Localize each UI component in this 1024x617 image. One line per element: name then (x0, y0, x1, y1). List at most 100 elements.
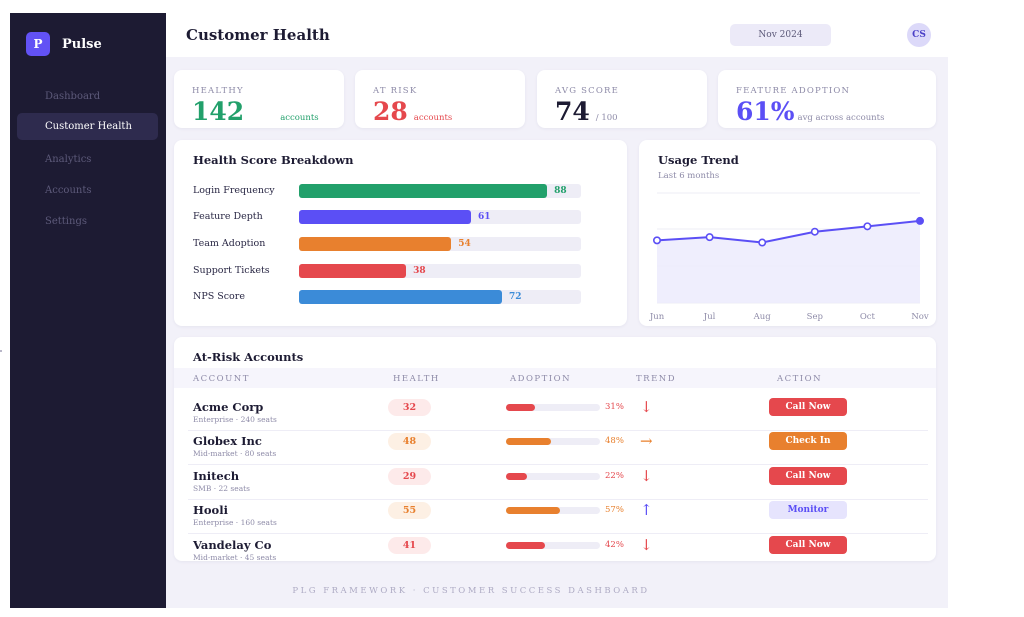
trend-down-icon: ↓ (640, 398, 653, 416)
kpi-sub: / 100 (595, 113, 618, 123)
health-score-badge: 32 (388, 399, 431, 416)
kpi-card-at-risk: AT RISK 28 accounts (355, 70, 525, 128)
breakdown-value: 61 (478, 212, 491, 222)
action-button[interactable]: Call Now (769, 398, 847, 416)
x-tick-label: Aug (753, 312, 772, 322)
action-button[interactable]: Monitor (769, 501, 847, 519)
kpi-sub: avg across accounts (797, 113, 885, 123)
breakdown-row: Support Tickets 38 (193, 264, 613, 278)
usage-point (810, 227, 819, 236)
health-score-badge: 55 (388, 502, 431, 519)
adoption-percent: 22% (605, 471, 624, 481)
sidebar-item-settings[interactable]: Settings (45, 216, 87, 227)
column-header-action: ACTION (777, 374, 823, 384)
trend-up-icon: ↑ (640, 501, 653, 519)
account-meta: Mid-market · 80 seats (193, 449, 277, 458)
breakdown-bar-track (299, 264, 581, 278)
column-header-trend: TREND (636, 374, 677, 384)
kpi-label: FEATURE ADOPTION (736, 86, 851, 96)
x-tick-label: Sep (807, 312, 824, 322)
breakdown-row: Feature Depth 61 (193, 210, 613, 224)
sidebar-item-dashboard[interactable]: Dashboard (45, 91, 101, 102)
usage-point (758, 238, 767, 247)
breakdown-bar-track (299, 290, 581, 304)
trend-down-icon: ↓ (640, 536, 653, 554)
adoption-bar (506, 404, 536, 411)
breakdown-bar (299, 237, 452, 251)
account-name: Initech (193, 469, 240, 483)
adoption-bar (506, 507, 560, 514)
row-divider (188, 533, 928, 534)
breakdown-bar (299, 184, 548, 198)
column-header-health: HEALTH (393, 374, 440, 384)
table-header (174, 368, 936, 388)
avatar[interactable]: CS (907, 23, 931, 47)
kpi-label: AT RISK (373, 86, 418, 96)
x-tick-label: Jul (703, 312, 716, 322)
breakdown-row: Login Frequency 88 (193, 184, 613, 198)
table-row[interactable]: Acme Corp Enterprise · 240 seats 32 31% ↓ Cal… (174, 397, 936, 431)
breakdown-label: Team Adoption (193, 238, 266, 249)
app-logo[interactable]: P Pulse (26, 32, 102, 56)
kpi-row: 61% avg across accounts (736, 98, 884, 126)
kpi-label: HEALTHY (192, 86, 244, 96)
kpi-row: 142 accounts (192, 98, 319, 126)
at-risk-accounts-card: At-Risk Accounts ACCOUNT HEALTH ADOPTION… (174, 337, 936, 562)
card-subtitle: Last 6 months (658, 171, 720, 181)
breakdown-label: Login Frequency (193, 185, 275, 196)
usage-trend-card: Usage Trend Last 6 months Jun Jul Aug Sep Oc… (639, 140, 936, 326)
table-row[interactable]: Initech SMB · 22 seats 29 22% ↓ Call Now (174, 466, 936, 500)
usage-point (705, 233, 714, 242)
action-button[interactable]: Check In (769, 432, 847, 450)
page-title: Customer Health (186, 26, 330, 44)
adoption-bar-track (506, 438, 600, 445)
breakdown-value: 72 (509, 292, 522, 302)
footer-caption: PLG FRAMEWORK · CUSTOMER SUCCESS DASHBOA… (292, 586, 650, 596)
health-score-badge: 41 (388, 537, 431, 554)
sidebar-item-analytics[interactable]: Analytics (45, 154, 92, 165)
table-row[interactable]: Globex Inc Mid-market · 80 seats 48 48% → Che… (174, 431, 936, 465)
usage-area (657, 220, 920, 303)
kpi-label: AVG SCORE (555, 86, 620, 96)
date-selector[interactable]: Nov 2024 (730, 24, 831, 46)
sidebar-item-customer-health[interactable]: Customer Health (17, 113, 158, 140)
card-title: Usage Trend (658, 153, 739, 167)
row-divider (188, 430, 928, 431)
kpi-sub: accounts (280, 113, 319, 123)
adoption-percent: 42% (605, 540, 624, 550)
breakdown-bar-track (299, 210, 581, 224)
card-title: At-Risk Accounts (193, 350, 304, 364)
x-tick-label: Jun (649, 312, 665, 322)
usage-point (915, 216, 924, 225)
account-name: Hooli (193, 503, 228, 517)
sidebar: P Pulse Dashboard Customer Health Analyt… (10, 13, 166, 608)
action-button[interactable]: Call Now (769, 467, 847, 485)
breakdown-value: 54 (458, 239, 471, 249)
account-meta: Enterprise · 160 seats (193, 518, 277, 527)
kpi-row: 28 accounts (373, 98, 452, 126)
account-name: Vandelay Co (193, 538, 272, 552)
table-row[interactable]: Vandelay Co Mid-market · 45 seats 41 42% ↓ Ca… (174, 535, 936, 569)
adoption-bar (506, 438, 552, 445)
adoption-percent: 31% (605, 402, 624, 412)
breakdown-value: 88 (554, 186, 567, 196)
x-tick-label: Nov (911, 312, 929, 322)
usage-line (656, 219, 921, 244)
table-row[interactable]: Hooli Enterprise · 160 seats 55 57% ↑ Monitor (174, 500, 936, 534)
kpi-value: 142 (192, 97, 245, 126)
sidebar-item-accounts[interactable]: Accounts (45, 185, 92, 196)
breakdown-bar-track (299, 237, 581, 251)
breakdown-bar-track (299, 184, 581, 198)
action-button[interactable]: Call Now (769, 536, 847, 554)
account-meta: Mid-market · 45 seats (193, 553, 277, 562)
breakdown-bar (299, 290, 503, 304)
kpi-card-healthy: HEALTHY 142 accounts (174, 70, 344, 128)
account-meta: Enterprise · 240 seats (193, 415, 277, 424)
kpi-value: 61% (736, 97, 795, 126)
breakdown-bar (299, 210, 472, 224)
kpi-row: 74 / 100 (555, 98, 618, 126)
adoption-bar-track (506, 542, 600, 549)
adoption-percent: 57% (605, 505, 624, 515)
card-title: Health Score Breakdown (193, 153, 354, 167)
kpi-card-feature-adoption: FEATURE ADOPTION 61% avg across accounts (718, 70, 936, 128)
